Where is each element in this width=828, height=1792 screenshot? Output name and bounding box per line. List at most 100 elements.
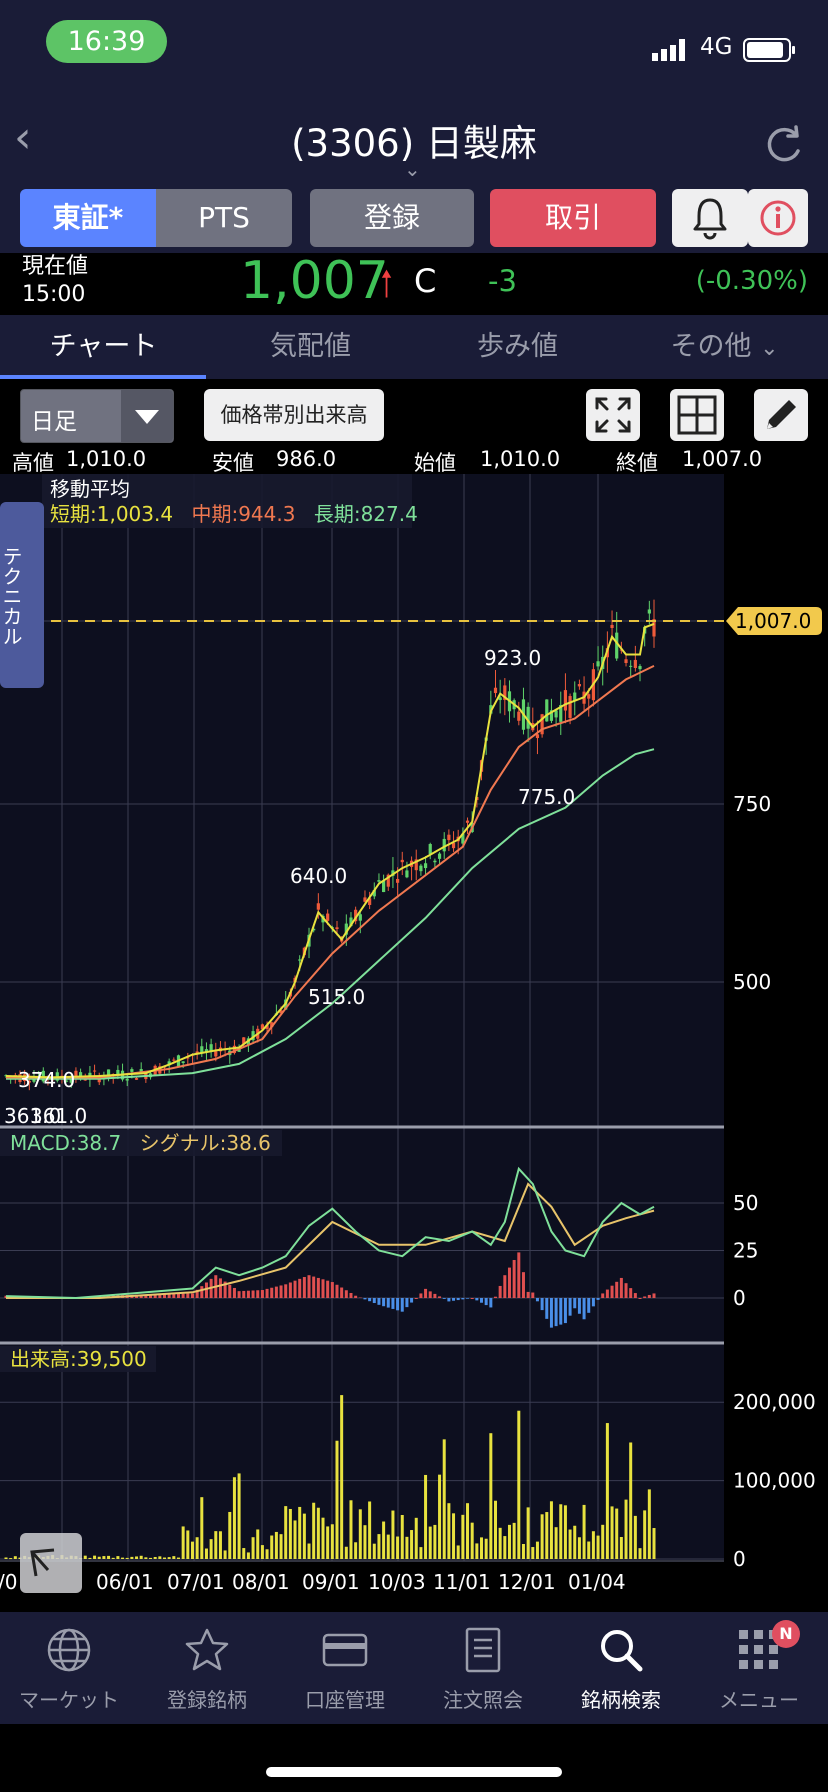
stock-chart[interactable]: 1,007.0 移動平均 短期:1,003.4 中期:944.3 長期:827.… [0,474,828,1612]
volume-bar-99 [466,1503,470,1559]
refresh-icon[interactable] [762,123,806,167]
volume-bar-139 [652,1528,656,1559]
tab-ticks[interactable]: 歩み値 [477,331,558,362]
nav-search[interactable]: 銘柄検索 [552,1620,690,1720]
candle-body-14 [69,1077,73,1083]
volume-bar-91 [428,1526,432,1559]
signal-value: 38.6 [226,1131,271,1155]
x-tick-0701: 07/01 [167,1570,225,1594]
volume-bar-86 [405,1536,409,1559]
market-tosho-button[interactable]: 東証* [20,189,156,247]
tab-quotes[interactable]: 気配値 [270,331,351,362]
close-value: 1,007.0 [682,447,763,471]
macd-hist-bar-125 [587,1298,591,1313]
macd-hist-bar-87 [410,1298,414,1303]
volume-bar-75 [354,1542,358,1559]
macd-hist-bar-129 [605,1289,609,1298]
macd-hist-bar-32 [153,1294,157,1298]
back-chevron-icon[interactable]: ‹ [14,112,32,163]
fullscreen-icon[interactable] [586,389,640,441]
low-label: 安値 [212,451,254,475]
ma-legend-title: 移動平均 [50,477,130,501]
candle-body-139 [652,619,656,637]
volume-bar-100 [470,1522,474,1559]
tab-other[interactable]: その他 ⌄ [621,315,828,379]
volume-profile-button[interactable]: 価格帯別出来高 [204,389,384,441]
macd-hist-bar-106 [498,1285,502,1298]
volume-bar-46 [218,1531,222,1559]
macd-hist-bar-58 [274,1286,278,1298]
candle-body-74 [349,917,353,927]
x-tick-1201: 12/01 [498,1570,556,1594]
volume-bar-123 [577,1537,581,1559]
macd-hist-bar-81 [382,1298,386,1307]
macd-hist-bar-121 [568,1298,572,1316]
macd-hist-bar-101 [475,1298,479,1301]
macd-hist-bar-98 [461,1298,465,1300]
info-icon[interactable] [748,189,808,247]
volume-bar-18 [88,1557,92,1559]
trade-button[interactable]: 取引 [490,189,656,247]
volume-bar-83 [391,1510,395,1559]
volume-bar-93 [438,1474,442,1559]
x-tick-partial: /0 [0,1570,17,1594]
macd-hist-bar-71 [335,1284,339,1298]
chevron-down-icon[interactable]: ⌄ [404,157,421,181]
candle-body-112 [526,706,530,729]
price-change: -3 [488,264,517,298]
x-tick-0601: 06/01 [96,1570,154,1594]
arrow-up-icon: 🠑 [380,264,394,305]
macd-hist-bar-137 [643,1296,647,1298]
nav-watchlist[interactable]: 登録銘柄 [138,1620,276,1720]
macd-name: MACD [10,1131,70,1155]
nav-search-label: 銘柄検索 [581,1688,661,1712]
tab-other-label: その他 [670,331,752,362]
volume-bar-111 [521,1543,525,1559]
register-button[interactable]: 登録 [310,189,474,247]
macd-hist-bar-85 [400,1298,404,1312]
pencil-icon[interactable] [754,389,808,441]
technical-side-tab[interactable]: テクニカル [0,502,44,688]
market-pts-button[interactable]: PTS [156,189,292,247]
candle-body-115 [540,714,544,735]
candle-body-119 [559,704,563,722]
volume-bar-62 [293,1520,297,1559]
macd-hist-bar-131 [615,1281,619,1298]
bell-icon[interactable] [672,189,748,247]
macd-hist-bar-38 [181,1293,185,1298]
macd-hist-bar-105 [493,1296,497,1298]
macd-hist-bar-78 [368,1298,372,1302]
grid-layout-icon[interactable] [670,389,724,441]
nav-account[interactable]: 口座管理 [276,1620,414,1720]
volume-bar-2 [13,1556,17,1559]
volume-bar-0 [4,1557,8,1559]
candle-body-85 [400,859,404,863]
candle-body-24 [116,1069,120,1076]
candle-body-45 [214,1051,218,1057]
volume-bar-70 [330,1524,334,1559]
volume-bar-132 [619,1536,623,1559]
tab-chart[interactable]: チャート [49,331,158,362]
scroll-back-icon[interactable] [20,1533,82,1593]
volume-bar-74 [349,1500,353,1559]
macd-line [5,1166,655,1300]
volume-bar-52 [246,1552,250,1559]
nav-orders[interactable]: 注文照会 [414,1620,552,1720]
nav-menu[interactable]: メニュー [690,1620,828,1720]
macd-hist-bar-108 [507,1267,511,1298]
candle-body-95 [447,834,451,841]
volume-bar-55 [260,1545,264,1559]
candle-body-22 [106,1069,111,1079]
volume-bar-118 [554,1527,558,1559]
page-title[interactable]: (3306) 日製麻 [291,122,537,165]
volume-bar-45 [214,1531,218,1559]
nav-market[interactable]: マーケット [0,1620,138,1720]
mid-ma-line [6,664,655,1079]
y-tick-750: 750 [733,792,771,816]
macd-hist-bar-91 [428,1291,432,1298]
macd-hist-bar-60 [284,1284,288,1298]
candle-body-0 [4,1075,8,1077]
candle-body-120 [563,690,568,711]
period-select[interactable]: 日足 [20,389,174,443]
volume-bar-53 [251,1537,255,1559]
